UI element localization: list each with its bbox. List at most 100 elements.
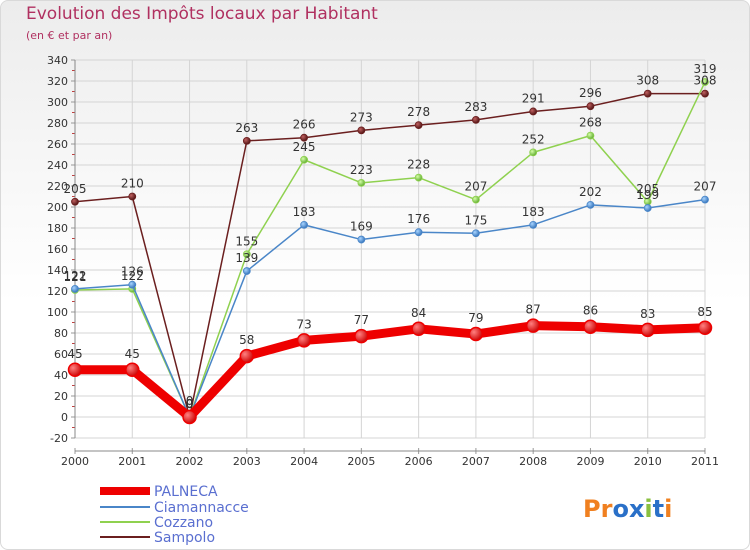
axes: -20 0 20 40 60 80 100 120 140 160 180 200 220 240 260 2… bbox=[47, 54, 719, 468]
point-cozzano bbox=[586, 131, 595, 140]
data-label: 175 bbox=[464, 213, 487, 227]
data-label: 207 bbox=[464, 180, 487, 194]
series-line-cozzano bbox=[74, 81, 706, 418]
point-sampolo bbox=[242, 136, 251, 145]
x-tick-label: 2008 bbox=[519, 455, 547, 468]
data-label: 0 bbox=[186, 394, 194, 408]
point-ciamannacce bbox=[529, 220, 538, 229]
point-palneca bbox=[411, 321, 426, 337]
data-label: 0 bbox=[186, 397, 194, 411]
data-label: 223 bbox=[350, 163, 373, 177]
y-tick-label: 200 bbox=[47, 201, 68, 214]
data-label: 0 bbox=[186, 397, 194, 411]
point-sampolo bbox=[414, 121, 423, 129]
data-label: 122 bbox=[64, 269, 87, 283]
y-tick-label: 220 bbox=[47, 180, 68, 193]
data-label: 169 bbox=[350, 220, 373, 234]
point-palneca bbox=[67, 362, 83, 377]
data-label: 183 bbox=[293, 205, 316, 219]
point-cozzano bbox=[357, 178, 366, 187]
point-ciamannacce bbox=[71, 284, 79, 293]
data-label: 296 bbox=[579, 86, 602, 100]
x-tick-label: 2006 bbox=[405, 455, 433, 468]
data-label: 183 bbox=[522, 205, 545, 219]
grid bbox=[74, 59, 706, 439]
data-label: 202 bbox=[579, 185, 602, 199]
y-tick-label: 260 bbox=[47, 138, 68, 151]
data-label: 86 bbox=[583, 304, 598, 318]
point-ciamannacce bbox=[300, 220, 308, 229]
point-cozzano bbox=[300, 155, 308, 164]
data-label: 176 bbox=[407, 212, 430, 226]
legend-label-sampolo: Sampolo bbox=[154, 530, 215, 546]
series bbox=[67, 78, 713, 425]
data-label: 205 bbox=[64, 182, 87, 196]
y-tick-label: 120 bbox=[47, 285, 68, 298]
point-ciamannacce bbox=[414, 228, 423, 237]
point-palneca bbox=[354, 328, 369, 344]
data-label: 85 bbox=[697, 305, 712, 319]
y-tick-label: 300 bbox=[47, 96, 68, 109]
point-sampolo bbox=[643, 89, 652, 98]
data-label: 58 bbox=[239, 333, 254, 347]
y-tick-label: 40 bbox=[54, 369, 68, 382]
y-tick-label: 100 bbox=[47, 306, 68, 319]
point-ciamannacce bbox=[472, 229, 480, 238]
y-tick-label: 140 bbox=[47, 264, 68, 277]
y-tick-label: 20 bbox=[54, 390, 68, 403]
data-label: 266 bbox=[293, 118, 316, 132]
data-label: 263 bbox=[235, 121, 258, 135]
point-sampolo bbox=[357, 126, 366, 135]
data-label: 139 bbox=[235, 251, 258, 265]
point-sampolo bbox=[586, 102, 595, 111]
data-label: 278 bbox=[407, 105, 430, 119]
point-cozzano bbox=[529, 148, 538, 157]
data-label: 121 bbox=[64, 270, 87, 284]
x-tick-label: 2004 bbox=[290, 455, 318, 468]
point-cozzano bbox=[414, 173, 423, 182]
point-ciamannacce bbox=[643, 204, 652, 212]
data-label: 228 bbox=[407, 158, 430, 172]
point-sampolo bbox=[300, 133, 308, 142]
data-label: 308 bbox=[636, 74, 659, 88]
point-palneca bbox=[583, 319, 598, 334]
point-sampolo bbox=[472, 115, 480, 124]
y-tick-label: 320 bbox=[47, 75, 68, 88]
chart-subtitle: (en € et par an) bbox=[26, 29, 113, 42]
series-line-palneca bbox=[70, 321, 710, 422]
x-tick-label: 2000 bbox=[61, 455, 89, 468]
point-ciamannacce bbox=[357, 235, 366, 244]
series-line-sampolo bbox=[74, 92, 706, 418]
point-palneca bbox=[182, 409, 197, 425]
x-tick-label: 2009 bbox=[576, 455, 604, 468]
point-palneca bbox=[697, 320, 713, 335]
data-label: 84 bbox=[411, 306, 426, 320]
data-label: 319 bbox=[694, 62, 717, 76]
point-ciamannacce bbox=[586, 200, 595, 209]
data-label: 252 bbox=[522, 132, 545, 146]
series-line-ciamannacce bbox=[74, 198, 706, 418]
data-label: 45 bbox=[67, 347, 82, 361]
data-label: 45 bbox=[125, 347, 140, 361]
legend-label-ciamannacce: Ciamannacce bbox=[154, 500, 249, 516]
data-label: 205 bbox=[636, 182, 659, 196]
x-tick-label: 2001 bbox=[118, 455, 146, 468]
point-cozzano bbox=[242, 250, 251, 259]
data-label: 207 bbox=[694, 180, 717, 194]
data-label: 122 bbox=[121, 269, 144, 283]
point-sampolo bbox=[529, 107, 538, 116]
data-label: 155 bbox=[235, 234, 258, 248]
data-label: 308 bbox=[694, 74, 717, 88]
y-tick-label: -20 bbox=[50, 432, 68, 445]
x-tick-label: 2003 bbox=[233, 455, 261, 468]
y-tick-label: 240 bbox=[47, 159, 68, 172]
data-label: 79 bbox=[468, 311, 483, 325]
y-tick-label: 60 bbox=[54, 348, 68, 361]
data-label: 210 bbox=[121, 177, 144, 191]
y-tick-label: 180 bbox=[47, 222, 68, 235]
chart-title: Evolution des Impôts locaux par Habitant bbox=[26, 4, 378, 24]
data-label: 83 bbox=[640, 307, 655, 321]
